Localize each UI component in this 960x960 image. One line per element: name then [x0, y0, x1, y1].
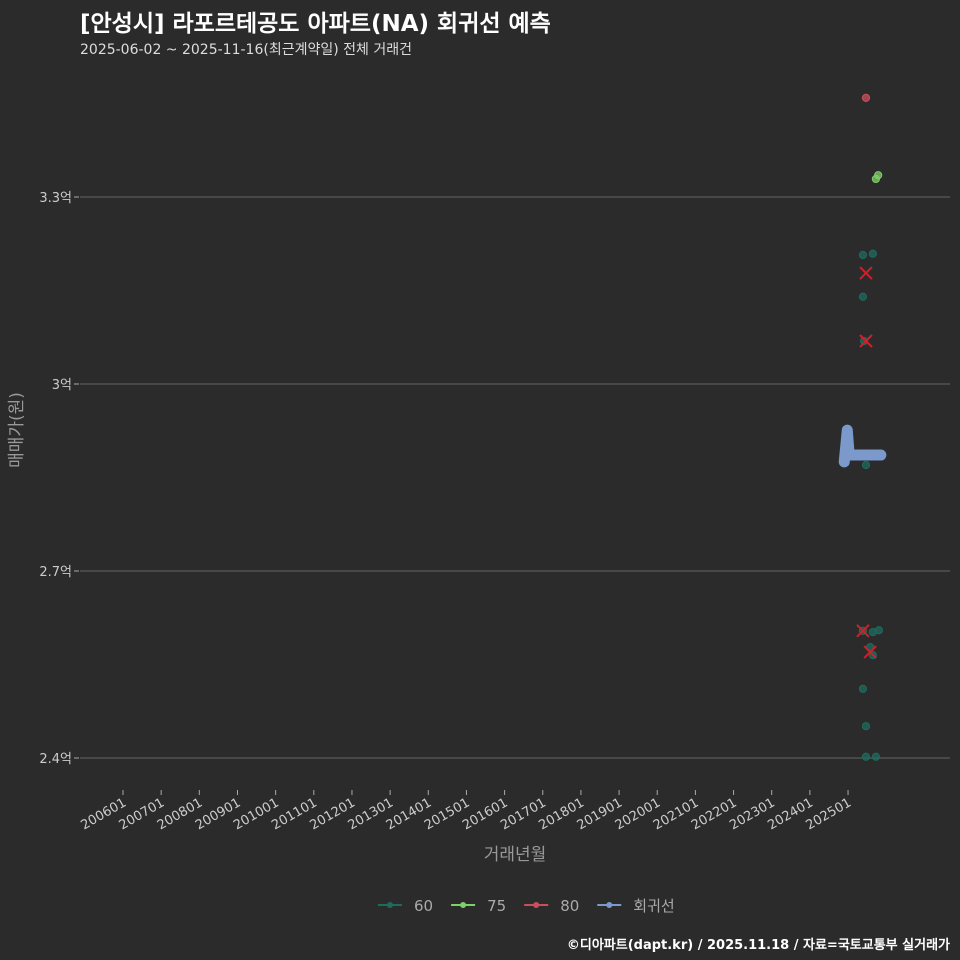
cancelled-mark	[859, 266, 873, 280]
legend-marker	[460, 902, 467, 908]
data-point-60	[861, 722, 871, 731]
data-point-60	[859, 336, 869, 346]
cancelled-x	[859, 266, 873, 280]
data-point-60	[858, 292, 868, 301]
chart-subtitle: 2025-06-02 ~ 2025-11-16(최근계약일) 전체 거래건	[80, 42, 412, 58]
cancelled-mark	[856, 624, 870, 638]
data-point-60	[871, 752, 880, 761]
source-footer: ©디아파트(dapt.kr) / 2025.11.18 / 자료=국토교통부 실…	[566, 938, 950, 953]
y-tick-label: 2.4억	[39, 752, 72, 767]
legend-item-75: 75	[451, 897, 506, 915]
cancelled-mark	[863, 645, 877, 659]
legend-marker	[606, 902, 613, 908]
legend-item-60: 60	[378, 897, 433, 915]
legend-item-80: 80	[524, 897, 579, 915]
y-tick-label: 3억	[52, 378, 72, 393]
y-tick-label: 2.7억	[39, 565, 72, 580]
data-point-80	[861, 93, 871, 102]
legend-label: 75	[487, 897, 506, 915]
data-point-75	[871, 174, 880, 184]
regression-line	[838, 424, 887, 468]
x-axis-label: 거래년월	[484, 845, 547, 865]
data-point-60	[861, 752, 871, 761]
data-point-60	[868, 249, 877, 258]
cancelled-x	[859, 334, 873, 348]
data-point-60	[858, 684, 868, 693]
cancelled-mark	[859, 334, 873, 348]
chart-title: [안성시] 라포르테공도 아파트(NA) 회귀선 예측	[80, 11, 551, 37]
data-point-60	[858, 250, 868, 260]
legend-label: 회귀선	[633, 897, 674, 915]
data-point-60	[861, 460, 871, 470]
legend-marker	[387, 902, 393, 908]
data-point-60	[874, 626, 884, 635]
cancelled-x	[863, 645, 877, 659]
legend-label: 60	[414, 897, 433, 915]
legend-item-회귀선: 회귀선	[597, 897, 675, 915]
y-axis-label: 매매가(원)	[7, 392, 27, 468]
legend-label: 80	[560, 897, 579, 915]
legend-marker	[533, 902, 540, 908]
y-tick-label: 3.3억	[39, 191, 72, 206]
cancelled-x	[856, 624, 870, 638]
